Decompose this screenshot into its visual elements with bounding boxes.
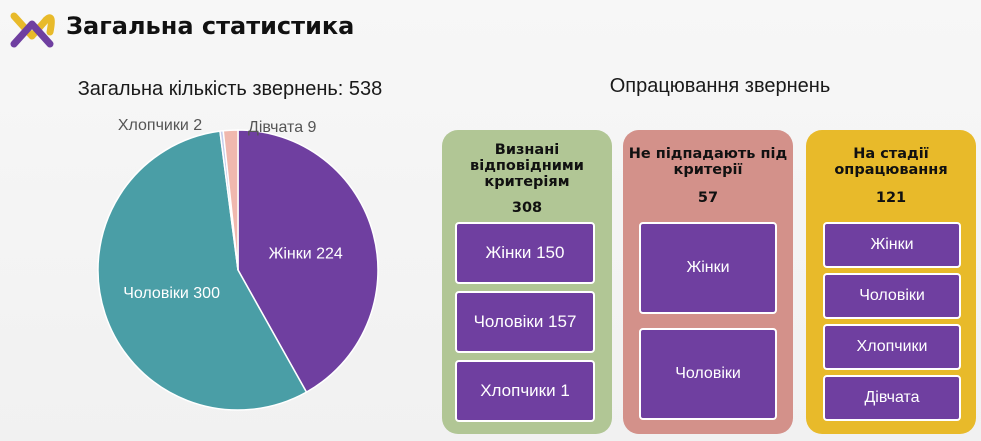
category-box-men: Чоловіки xyxy=(823,273,961,319)
panel-count: 121 xyxy=(875,190,907,206)
panel-count: 308 xyxy=(511,200,543,216)
category-box-men: Чоловіки 157 xyxy=(455,291,595,353)
panel-recognized: Визнані відповідними критеріям 308 Жінки… xyxy=(442,130,612,434)
panel-heading-line: критеріям xyxy=(484,174,570,190)
panel-count: 57 xyxy=(697,190,719,206)
pie-slice-0 xyxy=(237,129,379,394)
page-title: Загальна статистика xyxy=(66,12,355,40)
category-box-boys: Хлопчики xyxy=(823,324,961,370)
panel-heading: Не підпадають під критерії xyxy=(623,146,793,178)
category-box-men: Чоловіки xyxy=(639,328,777,420)
panel-heading: Визнані відповідними критеріям xyxy=(442,142,612,190)
panel-heading-line: опрацювання xyxy=(834,162,948,178)
processing-title: Опрацювання звернень xyxy=(609,75,831,97)
pie-chart: Жінки 224 Чоловіки 300 Хлопчики 2 Дівчата 9 xyxy=(97,117,379,411)
panel-heading-line: Не підпадають під xyxy=(628,146,788,162)
pie-slice-3 xyxy=(222,129,239,271)
panel-heading-line: критерії xyxy=(673,162,743,178)
category-box-women: Жінки 150 xyxy=(455,222,595,284)
logo-icon xyxy=(10,12,55,48)
pie-label-2: Хлопчики 2 xyxy=(118,117,202,134)
pie-label-0: Жінки 224 xyxy=(269,245,343,262)
panel-heading: На стадії опрацювання xyxy=(806,146,976,178)
category-box-girls: Дівчата xyxy=(823,375,961,421)
category-box-women: Жінки xyxy=(823,222,961,268)
category-box-women: Жінки xyxy=(639,222,777,314)
pie-label-1: Чоловіки 300 xyxy=(123,285,220,302)
pie-slice-1 xyxy=(97,130,308,411)
panel-heading-line: відповідними xyxy=(470,158,584,174)
panel-heading-line: Визнані xyxy=(494,142,560,158)
chart-title: Загальна кількість звернень: 538 xyxy=(77,78,383,100)
panel-in-progress: На стадії опрацювання 121 Жінки Чоловіки… xyxy=(806,130,976,434)
panel-not-applicable: Не підпадають під критерії 57 Жінки Чоло… xyxy=(623,130,793,434)
panel-heading-line: На стадії xyxy=(853,146,929,162)
category-box-boys: Хлопчики 1 xyxy=(455,360,595,422)
pie-label-3: Дівчата 9 xyxy=(248,119,317,136)
